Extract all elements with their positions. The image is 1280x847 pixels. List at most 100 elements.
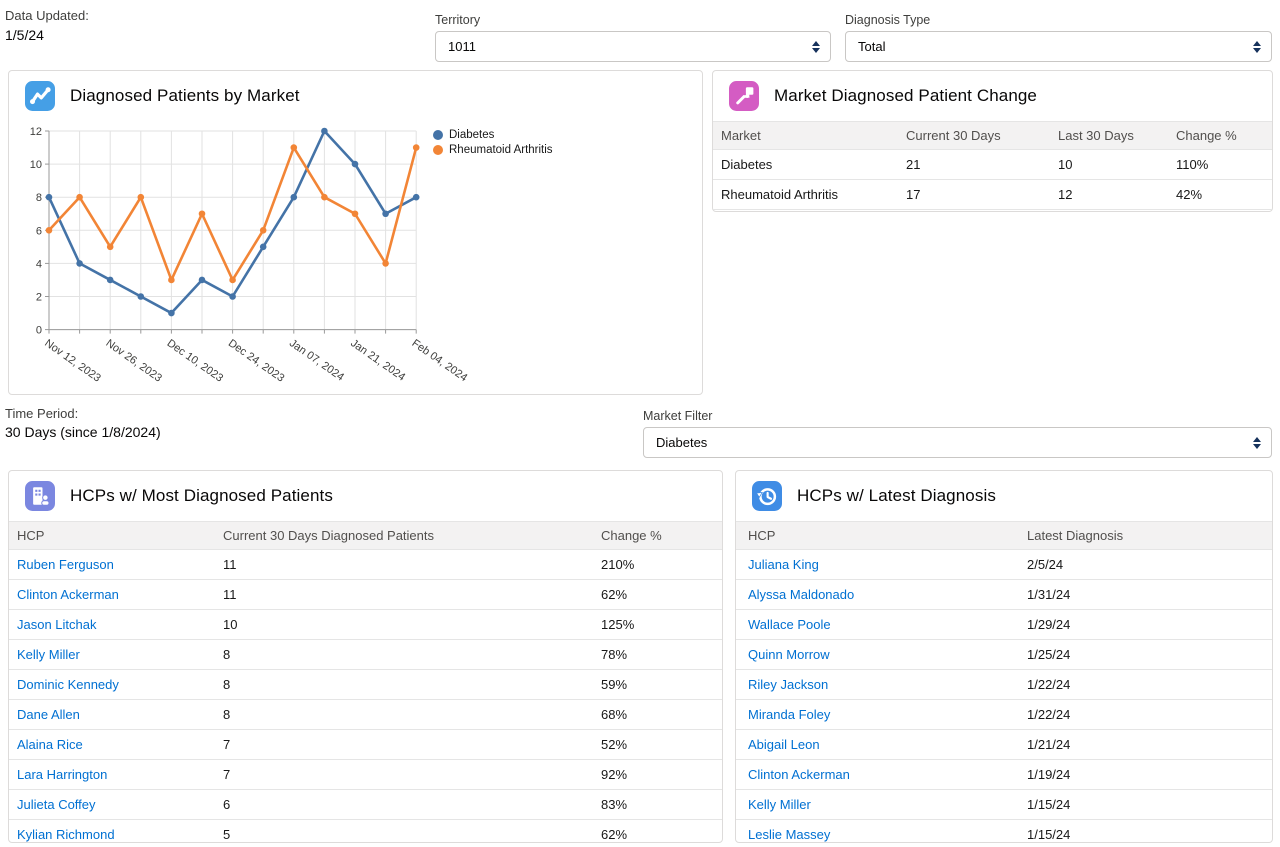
hcp-link[interactable]: Dominic Kennedy — [17, 677, 119, 692]
table-cell: 1/15/24 — [1015, 819, 1272, 847]
market-change-card: Market Diagnosed Patient Change Market C… — [712, 70, 1273, 212]
table-cell: 12 — [1050, 179, 1168, 210]
time-period-value: 30 Days (since 1/8/2024) — [5, 424, 161, 440]
table-cell: 52% — [593, 729, 722, 760]
table-body: Diabetes 21 10 110% Rheumatoid Arthritis 17 12… — [713, 149, 1272, 210]
hcp-link[interactable]: Kylian Richmond — [17, 827, 115, 842]
card-title: Market Diagnosed Patient Change — [774, 86, 1037, 105]
table-cell: Kylian Richmond — [9, 819, 215, 847]
table-cell: 83% — [593, 789, 722, 820]
table-cell: 1/31/24 — [1015, 579, 1272, 610]
diagnosis-type-select[interactable]: Total — [845, 31, 1272, 62]
market-filter-select-value: Diabetes — [656, 435, 708, 450]
table-row: Clinton Ackerman 11 62% — [9, 579, 722, 610]
hospital-icon — [25, 481, 55, 511]
svg-text:2: 2 — [36, 292, 42, 304]
column-header: Market — [713, 121, 898, 150]
hcp-link[interactable]: Leslie Massey — [748, 827, 831, 842]
hcp-link[interactable]: Alaina Rice — [17, 737, 83, 752]
table-cell: Leslie Massey — [736, 819, 1015, 847]
table-cell: 1/22/24 — [1015, 699, 1272, 730]
legend-dot — [433, 130, 443, 140]
hcp-link[interactable]: Kelly Miller — [17, 647, 80, 662]
svg-text:8: 8 — [36, 192, 42, 204]
table-cell: 21 — [898, 149, 1050, 180]
hcp-link[interactable]: Ruben Ferguson — [17, 557, 114, 572]
card-header: Diagnosed Patients by Market — [9, 71, 702, 121]
table-cell: Rheumatoid Arthritis — [713, 179, 898, 210]
column-header: HCP — [736, 521, 1015, 550]
hcp-link[interactable]: Jason Litchak — [17, 617, 97, 632]
table-cell: Wallace Poole — [736, 609, 1015, 640]
market-filter-select[interactable]: Diabetes — [643, 427, 1272, 458]
legend-item-rheumatoid-arthritis[interactable]: Rheumatoid Arthritis — [433, 144, 553, 156]
table-cell: 8 — [215, 639, 593, 670]
table-cell: Kelly Miller — [736, 789, 1015, 820]
table-cell: 10 — [1050, 149, 1168, 180]
hcp-link[interactable]: Julieta Coffey — [17, 797, 96, 812]
table-row: Juliana King 2/5/24 — [736, 549, 1272, 580]
hcp-link[interactable]: Lara Harrington — [17, 767, 108, 782]
table-cell: 1/29/24 — [1015, 609, 1272, 640]
table-cell: Lara Harrington — [9, 759, 215, 790]
table-row: Rheumatoid Arthritis 17 12 42% — [713, 179, 1272, 210]
diagnosis-type-label: Diagnosis Type — [845, 13, 931, 27]
table-row: Alyssa Maldonado 1/31/24 — [736, 579, 1272, 610]
table-cell: Kelly Miller — [9, 639, 215, 670]
table-cell: 59% — [593, 669, 722, 700]
spinner-icon — [1253, 436, 1261, 449]
legend-label: Rheumatoid Arthritis — [449, 144, 553, 156]
table-cell: Abigail Leon — [736, 729, 1015, 760]
table-cell: 78% — [593, 639, 722, 670]
table-cell: 1/21/24 — [1015, 729, 1272, 760]
hcp-link[interactable]: Kelly Miller — [748, 797, 811, 812]
legend-item-diabetes[interactable]: Diabetes — [433, 129, 553, 141]
territory-select[interactable]: 1011 — [435, 31, 831, 62]
table-cell: 1/22/24 — [1015, 669, 1272, 700]
card-header: Market Diagnosed Patient Change — [713, 71, 1272, 121]
hcp-link[interactable]: Clinton Ackerman — [748, 767, 850, 782]
hcp-link[interactable]: Riley Jackson — [748, 677, 829, 692]
hcp-link[interactable]: Quinn Morrow — [748, 647, 830, 662]
diagnosed-patients-chart-card: Diagnosed Patients by Market 0 2 4 6 8 10 12 No… — [8, 70, 703, 395]
svg-text:Nov 26, 2023: Nov 26, 2023 — [103, 337, 163, 384]
table-cell: Juliana King — [736, 549, 1015, 580]
table-row: Abigail Leon 1/21/24 — [736, 729, 1272, 760]
hcp-most-table: HCP Current 30 Days Diagnosed Patients C… — [9, 521, 722, 847]
table-row: Dominic Kennedy 8 59% — [9, 669, 722, 700]
table-body: Juliana King 2/5/24 Alyssa Maldonado 1/31/2… — [736, 549, 1272, 847]
svg-text:Jan 21, 2024: Jan 21, 2024 — [348, 337, 407, 383]
hcp-link[interactable]: Miranda Foley — [748, 707, 831, 722]
table-cell: Riley Jackson — [736, 669, 1015, 700]
spinner-icon — [812, 40, 820, 53]
table-cell: 62% — [593, 819, 722, 847]
metrics-icon — [25, 81, 55, 111]
column-header: Change % — [593, 521, 722, 550]
spinner-icon — [1253, 40, 1261, 53]
table-row: Quinn Morrow 1/25/24 — [736, 639, 1272, 670]
table-cell: 11 — [215, 579, 593, 610]
column-header: Last 30 Days — [1050, 121, 1168, 150]
trend-icon — [729, 81, 759, 111]
chart-legend: Diabetes Rheumatoid Arthritis — [433, 129, 553, 156]
table-cell: 62% — [593, 579, 722, 610]
hcp-link[interactable]: Abigail Leon — [748, 737, 820, 752]
table-row: Dane Allen 8 68% — [9, 699, 722, 730]
table-cell: 6 — [215, 789, 593, 820]
data-updated-value: 1/5/24 — [5, 27, 44, 43]
table-cell: 210% — [593, 549, 722, 580]
table-row: Kelly Miller 1/15/24 — [736, 789, 1272, 820]
hcp-link[interactable]: Dane Allen — [17, 707, 80, 722]
hcp-link[interactable]: Alyssa Maldonado — [748, 587, 855, 602]
table-row: Leslie Massey 1/15/24 — [736, 819, 1272, 847]
table-cell: 11 — [215, 549, 593, 580]
hcp-link[interactable]: Juliana King — [748, 557, 819, 572]
hcp-link[interactable]: Clinton Ackerman — [17, 587, 119, 602]
table-row: Julieta Coffey 6 83% — [9, 789, 722, 820]
table-header-row: HCP Current 30 Days Diagnosed Patients C… — [9, 521, 722, 550]
time-period-label: Time Period: — [5, 406, 79, 421]
svg-text:Dec 10, 2023: Dec 10, 2023 — [165, 337, 225, 384]
column-header: Current 30 Days — [898, 121, 1050, 150]
hcp-link[interactable]: Wallace Poole — [748, 617, 831, 632]
table-cell: 7 — [215, 759, 593, 790]
